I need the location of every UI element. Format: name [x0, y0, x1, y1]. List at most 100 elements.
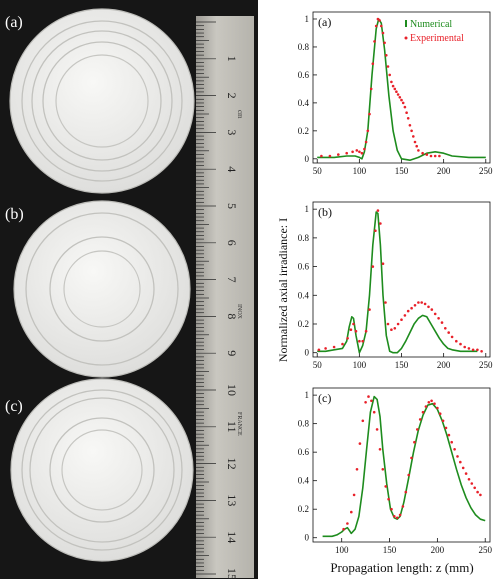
experimental-point — [415, 144, 418, 148]
experimental-point — [406, 309, 410, 313]
experimental-point — [444, 327, 447, 330]
experimental-point — [355, 468, 359, 471]
experimental-point — [320, 154, 323, 158]
experimental-point — [407, 473, 410, 477]
y-tick-label: 0.8 — [298, 42, 310, 52]
experimental-point — [379, 222, 382, 225]
experimental-point — [355, 149, 359, 152]
experimental-point — [366, 129, 370, 133]
experimental-point — [438, 154, 441, 158]
experimental-point — [349, 328, 353, 332]
experimental-point — [412, 135, 415, 138]
experimental-point — [328, 154, 332, 158]
experimental-point — [476, 490, 479, 494]
y-tick-label: 0.8 — [298, 419, 310, 429]
y-axis-label: Normalized axial irradiance: I — [276, 218, 290, 362]
experimental-point — [381, 31, 385, 35]
experimental-point — [364, 401, 367, 404]
experimental-point — [398, 513, 402, 517]
ruler-number: 6 — [225, 240, 239, 246]
experimental-point — [441, 419, 445, 423]
ruler-number: 3 — [225, 129, 239, 135]
experimental-point — [393, 87, 397, 91]
y-tick-label: 0.2 — [298, 126, 309, 136]
experimental-point — [373, 40, 376, 43]
experimental-point — [417, 149, 420, 152]
experimental-point — [361, 339, 364, 343]
experimental-point — [423, 302, 427, 306]
experimental-point — [395, 90, 398, 93]
x-tick-label: 50 — [313, 360, 323, 370]
experimental-point — [332, 345, 336, 349]
experimental-point — [374, 229, 377, 232]
y-tick-label: 0.4 — [298, 476, 310, 486]
ruler-number: 7 — [225, 277, 239, 283]
ruler-number: 11 — [225, 421, 239, 433]
experimental-point — [421, 410, 425, 414]
experimental-point — [410, 306, 413, 310]
experimental-point — [384, 301, 387, 304]
photo-label-c: (c) — [5, 398, 23, 415]
ruler-number: 10 — [225, 384, 239, 396]
experimental-point — [403, 105, 407, 109]
experimental-point — [473, 486, 476, 490]
experimental-point — [440, 321, 444, 324]
ruler-stamp-inox: INOX — [236, 304, 242, 320]
disc-b — [13, 200, 191, 378]
experimental-point — [367, 395, 370, 398]
experimental-point — [358, 150, 361, 154]
experimental-point — [370, 399, 373, 403]
experimental-point — [456, 455, 459, 458]
experimental-point — [427, 401, 431, 404]
ruler-number: 15 — [225, 568, 239, 579]
y-tick-label: 0.8 — [298, 233, 310, 243]
experimental-point — [396, 322, 400, 326]
ruler-number: 13 — [225, 494, 239, 506]
experimental-point — [345, 151, 348, 155]
photo-label-b: (b) — [5, 206, 24, 223]
x-tick-label: 150 — [395, 166, 409, 176]
y-tick-label: 0.4 — [298, 98, 310, 108]
experimental-point — [436, 406, 439, 410]
experimental-point — [369, 87, 373, 91]
experimental-point — [396, 93, 400, 96]
experimental-point — [455, 339, 458, 343]
experimental-point — [433, 402, 436, 406]
experimental-point — [364, 140, 368, 144]
experimental-point — [371, 62, 375, 65]
experimental-point — [418, 418, 422, 421]
plot-frame — [312, 387, 491, 543]
experimental-point — [427, 305, 430, 309]
y-tick-label: 0.6 — [298, 447, 310, 457]
ruler-number: 14 — [225, 531, 239, 543]
experimental-point — [413, 440, 416, 444]
experimental-point — [341, 342, 344, 346]
experimental-point — [383, 41, 386, 45]
x-tick-label: 50 — [313, 166, 323, 176]
experimental-point — [386, 322, 390, 326]
y-tick-label: 0 — [305, 154, 310, 164]
experimental-point — [372, 410, 376, 414]
y-tick-label: 0.2 — [298, 504, 309, 514]
experimental-point — [410, 456, 413, 460]
x-tick-label: 150 — [383, 545, 397, 555]
legend-experimental-label: Experimental — [410, 33, 464, 44]
experimental-point — [381, 262, 385, 266]
experimental-point — [450, 335, 454, 339]
disc-a — [9, 8, 195, 194]
x-axis-label: Propagation length: z (mm) — [330, 560, 473, 575]
experimental-point — [430, 308, 434, 311]
experimental-point — [351, 150, 354, 154]
experimental-point — [467, 478, 471, 481]
experimental-point — [376, 209, 380, 212]
ruler-number: 2 — [225, 93, 239, 99]
panel-label: (a) — [318, 15, 331, 29]
experimental-point — [401, 101, 405, 105]
experimental-point — [361, 419, 365, 423]
chart-b: 50 100 150 200 250 0 0.2 0.4 0.6 0.8 1 (b) — [298, 201, 493, 370]
experimental-point — [450, 440, 453, 444]
experimental-point — [401, 505, 405, 508]
experimental-point — [417, 301, 420, 304]
